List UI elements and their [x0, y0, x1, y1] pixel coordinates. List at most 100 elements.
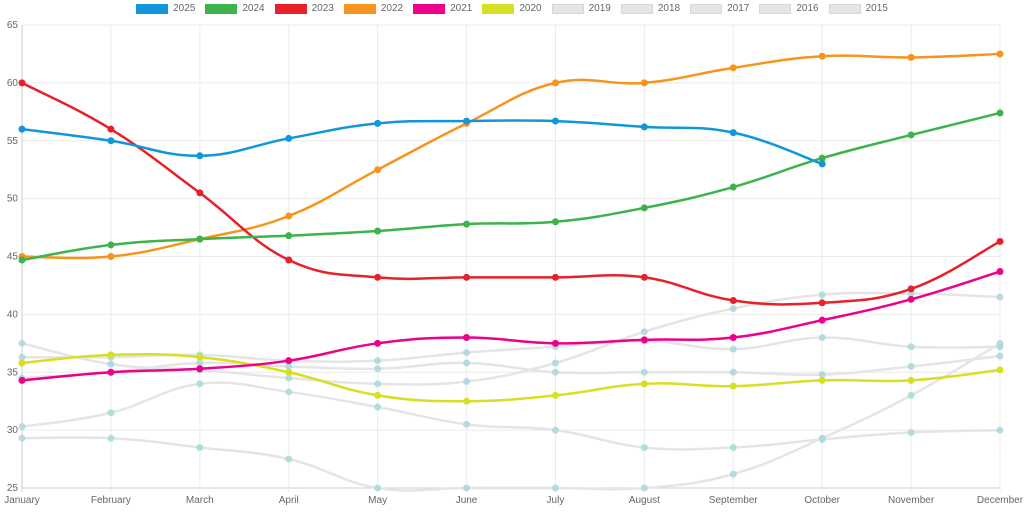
- data-point-2023: [463, 273, 471, 281]
- x-tick-label: April: [279, 495, 299, 506]
- data-point-2024: [818, 154, 826, 162]
- series-2022: [18, 50, 1004, 260]
- data-point-2016: [996, 426, 1004, 434]
- data-point-2025: [463, 117, 471, 125]
- data-point-2019: [729, 305, 737, 313]
- legend-swatch-2016: [759, 4, 792, 14]
- data-point-2017: [818, 371, 826, 379]
- data-point-2015: [18, 434, 26, 442]
- series-line-2025: [21, 119, 823, 166]
- legend-label-2024: 2024: [242, 3, 265, 14]
- legend-item-2025[interactable]: 2025: [136, 3, 195, 15]
- data-point-2023: [551, 273, 559, 281]
- legend-item-2017[interactable]: 2017: [690, 3, 749, 15]
- series-2025: [18, 117, 826, 168]
- legend-item-2024[interactable]: 2024: [205, 3, 265, 15]
- legend-label-2022: 2022: [380, 3, 404, 14]
- data-point-2015: [374, 484, 382, 492]
- x-tick-label: November: [888, 495, 935, 506]
- legend-item-2021[interactable]: 2021: [413, 3, 472, 15]
- data-point-2020: [729, 382, 737, 390]
- data-point-2023: [640, 273, 648, 281]
- data-point-2019: [18, 339, 26, 347]
- data-point-2023: [996, 237, 1004, 245]
- data-point-2025: [729, 129, 737, 137]
- legend-item-2016[interactable]: 2016: [759, 3, 819, 15]
- data-point-2022: [640, 79, 648, 87]
- series-2016: [18, 380, 1004, 451]
- data-point-2015: [818, 434, 826, 442]
- data-point-2020: [907, 376, 915, 384]
- data-point-2019: [374, 380, 382, 388]
- data-point-2022: [285, 212, 293, 220]
- data-point-2015: [996, 339, 1004, 347]
- legend-item-2023[interactable]: 2023: [274, 3, 334, 15]
- data-point-2022: [729, 64, 737, 72]
- series-2024: [18, 109, 1004, 264]
- y-tick-label: 35: [7, 367, 19, 378]
- data-point-2023: [107, 125, 115, 133]
- x-tick-label: May: [368, 495, 387, 506]
- data-point-2015: [640, 484, 648, 492]
- data-point-2021: [196, 365, 204, 373]
- legend-item-2020[interactable]: 2020: [482, 3, 542, 15]
- data-point-2018: [18, 353, 26, 361]
- series-line-2016: [21, 381, 1001, 451]
- legend-item-2018[interactable]: 2018: [620, 3, 680, 15]
- data-point-2020: [196, 353, 204, 361]
- data-point-2021: [907, 295, 915, 303]
- data-point-2017: [907, 362, 915, 370]
- data-point-2016: [18, 423, 26, 431]
- legend-label-2016: 2016: [796, 3, 819, 14]
- data-point-2019: [818, 291, 826, 299]
- data-point-2023: [729, 296, 737, 304]
- x-tick-label: September: [709, 495, 759, 506]
- data-point-2024: [18, 256, 26, 264]
- data-point-2020: [107, 351, 115, 359]
- data-point-2017: [285, 362, 293, 370]
- data-point-2025: [18, 125, 26, 133]
- data-point-2024: [640, 204, 648, 212]
- data-point-2020: [18, 359, 26, 367]
- legend-label-2023: 2023: [311, 3, 334, 14]
- data-point-2017: [374, 365, 382, 373]
- legend-item-2015[interactable]: 2015: [828, 3, 888, 15]
- data-point-2024: [996, 109, 1004, 117]
- series-line-2023: [21, 81, 1001, 306]
- legend-swatch-2019: [551, 4, 584, 14]
- data-point-2021: [107, 368, 115, 376]
- data-point-2025: [551, 117, 559, 125]
- x-tick-label: June: [456, 495, 478, 506]
- x-tick-label: January: [4, 495, 40, 506]
- data-point-2023: [818, 299, 826, 307]
- data-point-2024: [729, 183, 737, 191]
- data-point-2020: [374, 391, 382, 399]
- data-point-2022: [551, 79, 559, 87]
- legend-item-2022[interactable]: 2022: [343, 3, 404, 15]
- data-point-2016: [374, 403, 382, 411]
- data-point-2024: [107, 241, 115, 249]
- data-point-2025: [107, 137, 115, 145]
- data-point-2019: [463, 378, 471, 386]
- legend-item-2019[interactable]: 2019: [551, 3, 611, 15]
- data-point-2019: [996, 293, 1004, 301]
- legend-swatch-2024: [205, 4, 238, 14]
- data-point-2024: [551, 218, 559, 226]
- data-point-2021: [640, 336, 648, 344]
- data-point-2016: [196, 380, 204, 388]
- data-point-2021: [463, 334, 471, 342]
- data-point-2025: [374, 119, 382, 127]
- series-line-2022: [21, 52, 1001, 260]
- y-tick-label: 25: [7, 483, 19, 494]
- data-point-2020: [551, 391, 559, 399]
- series-line-2017: [21, 354, 1001, 380]
- data-point-2018: [818, 334, 826, 342]
- data-point-2020: [640, 380, 648, 388]
- x-tick-label: February: [91, 495, 131, 506]
- data-point-2023: [18, 79, 26, 87]
- series-line-2015: [21, 342, 1001, 492]
- data-point-2019: [640, 328, 648, 336]
- data-point-2017: [729, 368, 737, 376]
- data-point-2015: [729, 470, 737, 478]
